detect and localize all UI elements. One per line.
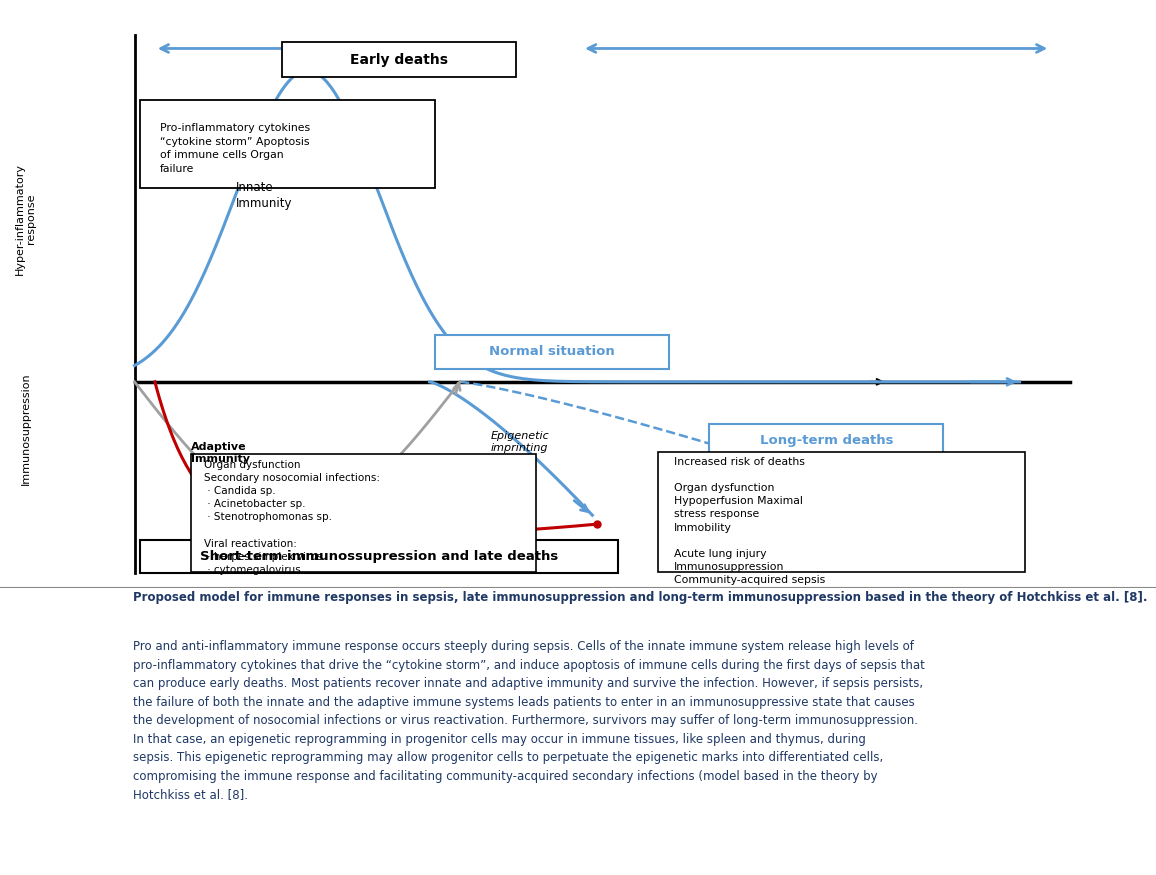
- Text: Figure 1: Figure 1: [60, 611, 116, 623]
- FancyBboxPatch shape: [282, 42, 516, 77]
- Text: Innate
Immunity: Innate Immunity: [236, 180, 292, 210]
- FancyBboxPatch shape: [435, 335, 668, 368]
- FancyBboxPatch shape: [140, 100, 435, 188]
- Text: Pro-inflammatory cytokines
“cytokine storm” Apoptosis
of immune cells Organ
fail: Pro-inflammatory cytokines “cytokine sto…: [160, 123, 310, 174]
- Text: Normal situation: Normal situation: [489, 346, 615, 359]
- Text: Proposed model for immune responses in sepsis, late immunosuppression and long-t: Proposed model for immune responses in s…: [133, 591, 1148, 604]
- Text: Organ dysfunction
Secondary nosocomial infections:
 · Candida sp.
 · Acinetobact: Organ dysfunction Secondary nosocomial i…: [203, 459, 379, 575]
- Text: Short-term immunossupression and late deaths: Short-term immunossupression and late de…: [200, 550, 558, 563]
- Text: Epigenetic
imprinting: Epigenetic imprinting: [490, 430, 549, 453]
- Text: Long-term deaths: Long-term deaths: [759, 434, 894, 447]
- Text: Immunosuppression: Immunosuppression: [21, 373, 30, 485]
- Text: Adaptive
Immunity: Adaptive Immunity: [191, 442, 250, 464]
- FancyBboxPatch shape: [710, 424, 943, 458]
- FancyBboxPatch shape: [191, 454, 536, 571]
- Text: Increased risk of deaths

Organ dysfunction
Hypoperfusion Maximal
stress respons: Increased risk of deaths Organ dysfuncti…: [674, 457, 825, 585]
- FancyBboxPatch shape: [659, 452, 1024, 571]
- FancyBboxPatch shape: [140, 540, 617, 573]
- Text: Hyper-inflammatory
response: Hyper-inflammatory response: [15, 163, 36, 275]
- Text: Early deaths: Early deaths: [350, 52, 449, 66]
- Text: Pro and anti-inflammatory immune response occurs steeply during sepsis. Cells of: Pro and anti-inflammatory immune respons…: [133, 640, 925, 802]
